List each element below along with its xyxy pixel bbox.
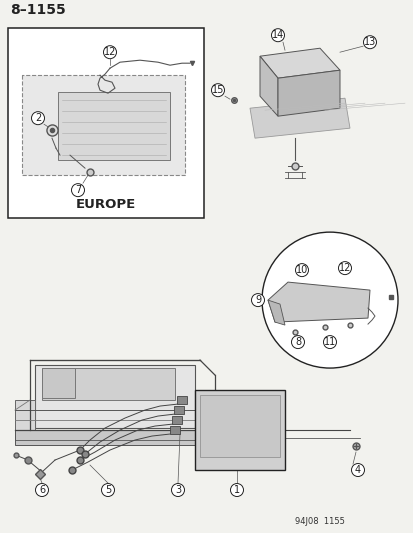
Circle shape xyxy=(71,184,84,197)
Circle shape xyxy=(171,483,184,497)
Polygon shape xyxy=(259,48,339,78)
Circle shape xyxy=(351,464,363,477)
Text: 10: 10 xyxy=(295,265,307,275)
Polygon shape xyxy=(15,430,214,445)
Circle shape xyxy=(261,232,397,368)
Circle shape xyxy=(271,29,284,42)
FancyBboxPatch shape xyxy=(170,426,180,434)
Text: 2: 2 xyxy=(35,113,41,123)
Text: 3: 3 xyxy=(175,485,180,495)
Text: 8: 8 xyxy=(294,337,300,347)
Polygon shape xyxy=(42,368,175,400)
Polygon shape xyxy=(42,368,75,398)
Text: 8–1155: 8–1155 xyxy=(10,3,66,17)
Circle shape xyxy=(103,46,116,59)
Polygon shape xyxy=(267,300,284,325)
FancyBboxPatch shape xyxy=(199,395,279,457)
Circle shape xyxy=(338,262,351,274)
Circle shape xyxy=(363,36,375,49)
Circle shape xyxy=(31,112,44,125)
Text: 11: 11 xyxy=(323,337,335,347)
Text: 14: 14 xyxy=(271,30,283,40)
Circle shape xyxy=(251,294,264,306)
Circle shape xyxy=(230,483,243,497)
Text: 94J08  1155: 94J08 1155 xyxy=(294,517,344,526)
Polygon shape xyxy=(22,75,185,175)
Circle shape xyxy=(295,264,308,277)
Text: 12: 12 xyxy=(338,263,350,273)
Circle shape xyxy=(36,483,48,497)
FancyBboxPatch shape xyxy=(171,416,182,424)
Circle shape xyxy=(291,336,304,349)
Circle shape xyxy=(211,84,224,96)
Polygon shape xyxy=(267,282,369,322)
Polygon shape xyxy=(277,70,339,116)
Text: 9: 9 xyxy=(254,295,261,305)
Circle shape xyxy=(323,336,336,349)
Text: EUROPE: EUROPE xyxy=(76,198,136,211)
Polygon shape xyxy=(58,92,170,160)
FancyBboxPatch shape xyxy=(195,390,284,470)
Text: 6: 6 xyxy=(39,485,45,495)
Text: 13: 13 xyxy=(363,37,375,47)
Polygon shape xyxy=(15,400,35,440)
Polygon shape xyxy=(35,365,195,428)
Text: 1: 1 xyxy=(233,485,240,495)
FancyBboxPatch shape xyxy=(8,28,204,218)
Text: 7: 7 xyxy=(75,185,81,195)
Polygon shape xyxy=(249,98,349,138)
FancyBboxPatch shape xyxy=(177,396,187,404)
Circle shape xyxy=(101,483,114,497)
FancyBboxPatch shape xyxy=(173,406,183,414)
Text: 15: 15 xyxy=(211,85,224,95)
Text: 12: 12 xyxy=(104,47,116,57)
Text: 4: 4 xyxy=(354,465,360,475)
Text: 5: 5 xyxy=(104,485,111,495)
Polygon shape xyxy=(259,56,277,116)
